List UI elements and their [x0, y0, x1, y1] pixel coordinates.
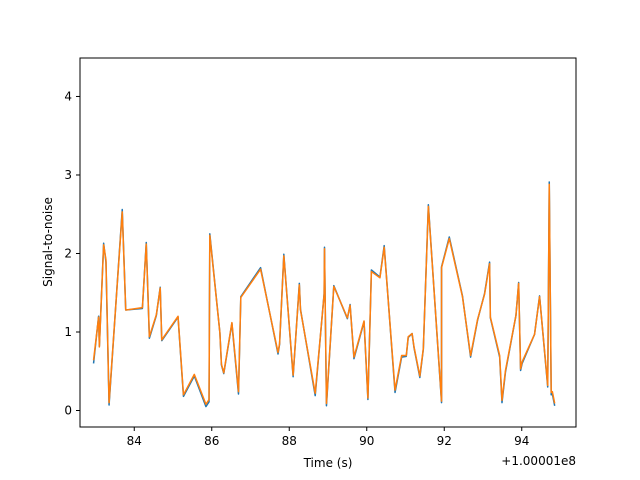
x-axis-label: Time (s) — [303, 456, 353, 470]
y-tick-label: 4 — [64, 89, 72, 103]
x-tick-label: 90 — [359, 434, 374, 448]
x-axis: 84 86 88 90 92 94 — [127, 427, 529, 448]
x-tick-label: 84 — [127, 434, 142, 448]
x-offset-label: +1.00001e8 — [501, 454, 576, 468]
series-layer — [92, 181, 556, 408]
series-line-2 — [92, 183, 556, 405]
plot-area — [92, 181, 556, 408]
x-tick-label: 92 — [437, 434, 452, 448]
y-tick-label: 3 — [64, 168, 72, 182]
x-tick-label: 88 — [282, 434, 297, 448]
y-tick-label: 2 — [64, 246, 72, 260]
y-axis: 0 1 2 3 4 — [64, 89, 80, 418]
plot-frame — [79, 57, 577, 428]
y-tick-label: 0 — [64, 404, 72, 418]
y-axis-label: Signal-to-noise — [41, 197, 55, 287]
x-tick-label: 86 — [204, 434, 219, 448]
y-tick-label: 1 — [64, 325, 72, 339]
x-tick-label: 94 — [514, 434, 529, 448]
